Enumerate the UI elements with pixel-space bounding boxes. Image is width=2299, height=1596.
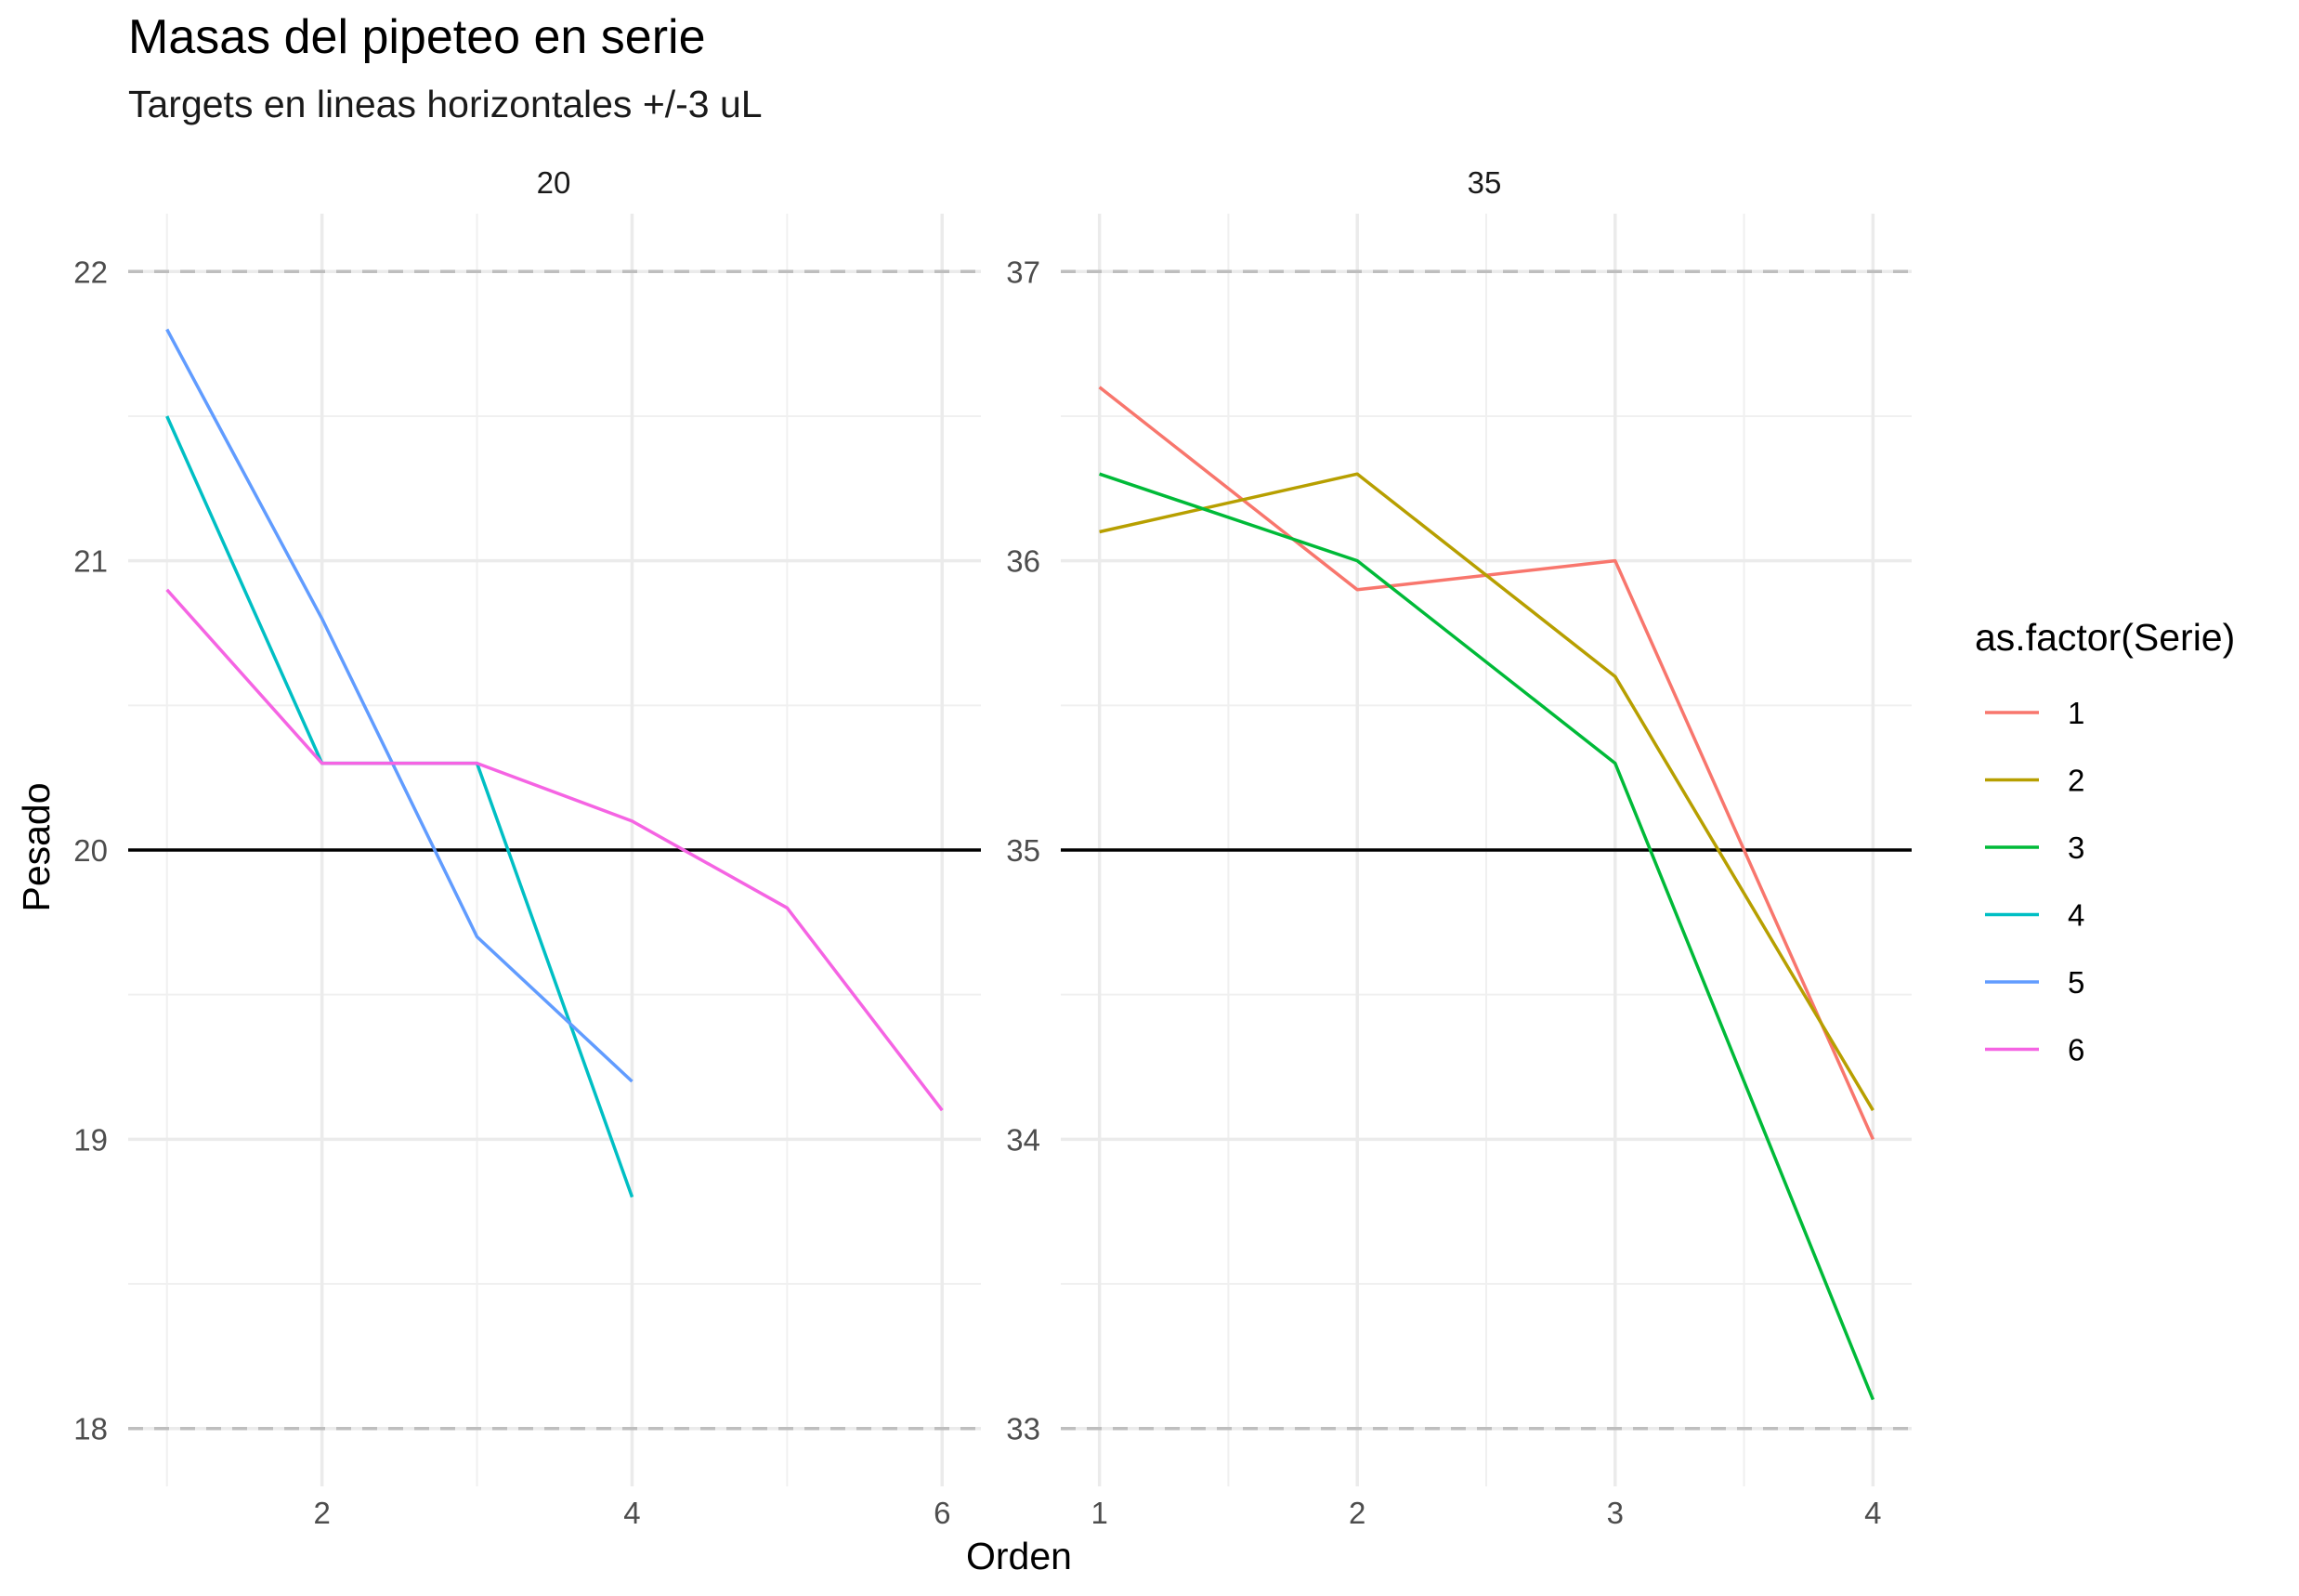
x-tick-label: 3: [1607, 1496, 1624, 1530]
series-line-6: [165, 588, 944, 1112]
y-tick-label: 19: [73, 1122, 108, 1157]
series-line-5: [165, 328, 634, 1083]
y-tick-label: 33: [1006, 1412, 1040, 1446]
y-tick-label: 36: [1006, 544, 1040, 579]
legend: as.factor(Serie) 1 2 3 4 5 6: [1975, 616, 2235, 1067]
y-tick-label: 18: [73, 1412, 108, 1446]
legend-label-2: 2: [2068, 764, 2084, 798]
y-tick-label: 22: [73, 255, 108, 289]
legend-label-5: 5: [2068, 965, 2084, 1000]
x-tick-label: 6: [934, 1496, 950, 1530]
y-tick-label: 21: [73, 544, 108, 579]
series-line-4: [165, 415, 634, 1198]
x-tick-label: 1: [1091, 1496, 1107, 1530]
chart-subtitle: Targets en lineas horizontales +/-3 uL: [128, 83, 763, 125]
series-line-3: [1099, 472, 1875, 1401]
legend-label-6: 6: [2068, 1033, 2084, 1067]
x-axis-title: Orden: [966, 1535, 1072, 1577]
legend-label-4: 4: [2068, 898, 2084, 933]
y-tick-label: 34: [1006, 1122, 1040, 1157]
x-tick-label: 4: [623, 1496, 640, 1530]
y-tick-label: 35: [1006, 833, 1040, 868]
y-tick-label: 37: [1006, 255, 1040, 289]
y-tick-label: 20: [73, 833, 108, 868]
y-axis-title: Pesado: [15, 782, 58, 911]
facet-strip-label: 35: [1468, 165, 1502, 200]
x-tick-label: 2: [1349, 1496, 1365, 1530]
x-tick-label: 4: [1864, 1496, 1881, 1530]
chart-title: Masas del pipeteo en serie: [128, 10, 706, 64]
facet-strip-label: 20: [537, 165, 571, 200]
legend-title: as.factor(Serie): [1975, 616, 2235, 659]
series-line-2: [1099, 472, 1874, 1112]
x-tick-label: 2: [313, 1496, 330, 1530]
legend-label-1: 1: [2068, 696, 2084, 730]
legend-label-3: 3: [2068, 831, 2084, 865]
